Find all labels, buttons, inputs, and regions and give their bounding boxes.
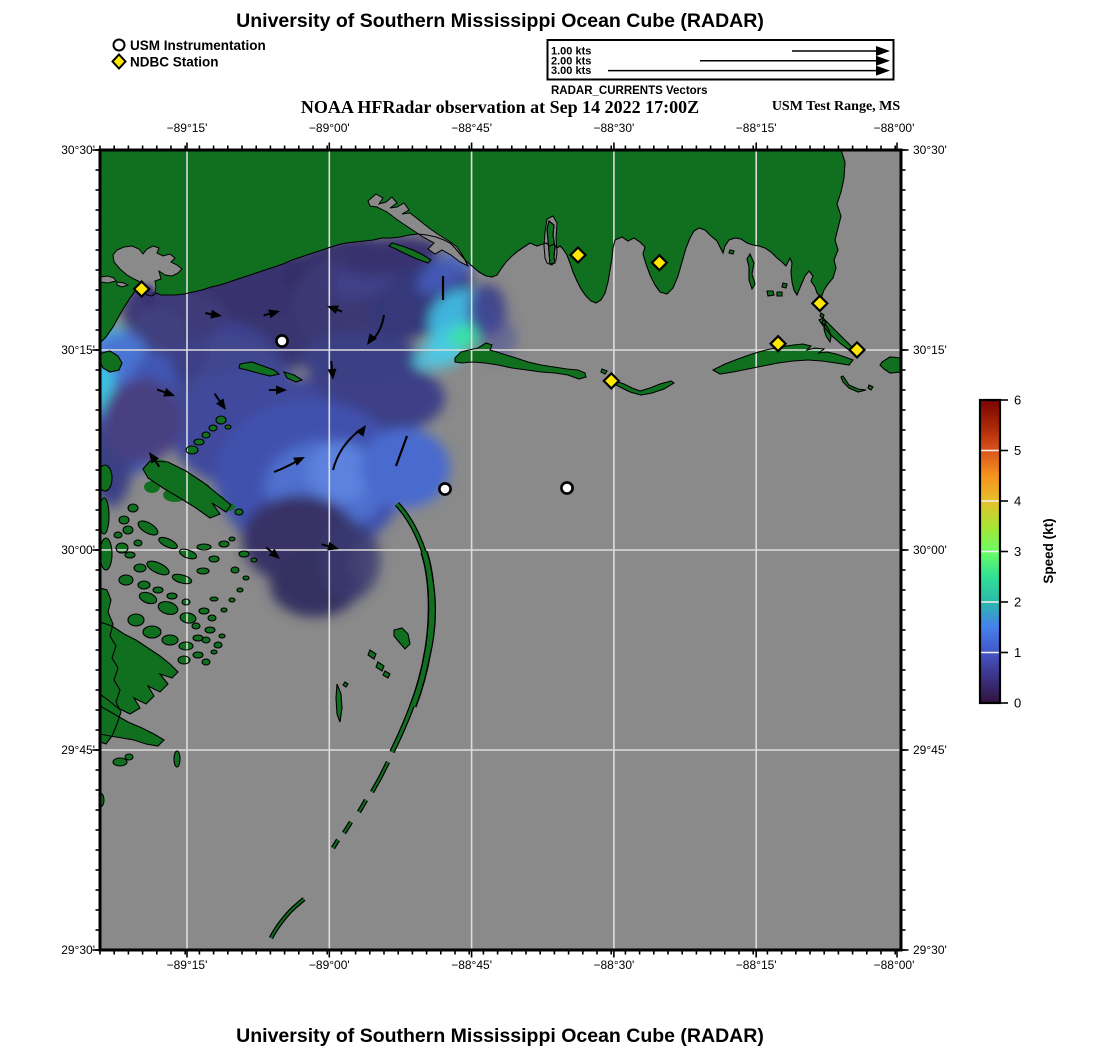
- svg-text:29°45': 29°45': [61, 743, 95, 757]
- svg-text:5: 5: [1014, 443, 1021, 458]
- svg-text:1: 1: [1014, 645, 1021, 660]
- svg-text:−88°00': −88°00': [874, 121, 915, 135]
- svg-text:4: 4: [1014, 494, 1021, 509]
- svg-text:−88°15': −88°15': [736, 121, 777, 135]
- svg-text:NOAA HFRadar observation at Se: NOAA HFRadar observation at Sep 14 2022 …: [301, 97, 699, 117]
- svg-text:University of Southern Mississ: University of Southern Mississippi Ocean…: [236, 10, 764, 32]
- svg-text:NDBC Station: NDBC Station: [130, 55, 219, 70]
- svg-text:29°30': 29°30': [913, 943, 947, 957]
- svg-text:−88°45': −88°45': [451, 121, 492, 135]
- svg-text:USM Instrumentation: USM Instrumentation: [130, 38, 266, 53]
- svg-text:−88°00': −88°00': [874, 958, 915, 972]
- svg-text:−88°30': −88°30': [594, 121, 635, 135]
- svg-text:30°00': 30°00': [61, 543, 95, 557]
- svg-text:3: 3: [1014, 544, 1021, 559]
- svg-text:−88°30': −88°30': [594, 958, 635, 972]
- svg-text:−88°45': −88°45': [451, 958, 492, 972]
- svg-text:Speed (kt): Speed (kt): [1041, 518, 1056, 583]
- svg-text:30°30': 30°30': [61, 143, 95, 157]
- svg-text:University of Southern Mississ: University of Southern Mississippi Ocean…: [236, 1025, 764, 1047]
- svg-text:30°15': 30°15': [913, 343, 947, 357]
- svg-text:−89°15': −89°15': [167, 121, 208, 135]
- svg-text:3.00 kts: 3.00 kts: [551, 65, 591, 77]
- svg-text:30°15': 30°15': [61, 343, 95, 357]
- svg-text:0: 0: [1014, 696, 1021, 711]
- svg-text:2.00 kts: 2.00 kts: [551, 55, 591, 67]
- svg-text:−89°15': −89°15': [167, 958, 208, 972]
- svg-text:30°30': 30°30': [913, 143, 947, 157]
- svg-text:29°30': 29°30': [61, 943, 95, 957]
- svg-text:−88°15': −88°15': [736, 958, 777, 972]
- svg-text:30°00': 30°00': [913, 543, 947, 557]
- svg-text:29°45': 29°45': [913, 743, 947, 757]
- svg-text:1.00 kts: 1.00 kts: [551, 46, 591, 58]
- svg-text:2: 2: [1014, 595, 1021, 610]
- svg-text:−89°00': −89°00': [309, 958, 350, 972]
- svg-text:6: 6: [1014, 393, 1021, 408]
- svg-text:RADAR_CURRENTS Vectors: RADAR_CURRENTS Vectors: [551, 85, 708, 97]
- svg-text:−89°00': −89°00': [309, 121, 350, 135]
- svg-text:USM Test Range, MS: USM Test Range, MS: [772, 99, 901, 114]
